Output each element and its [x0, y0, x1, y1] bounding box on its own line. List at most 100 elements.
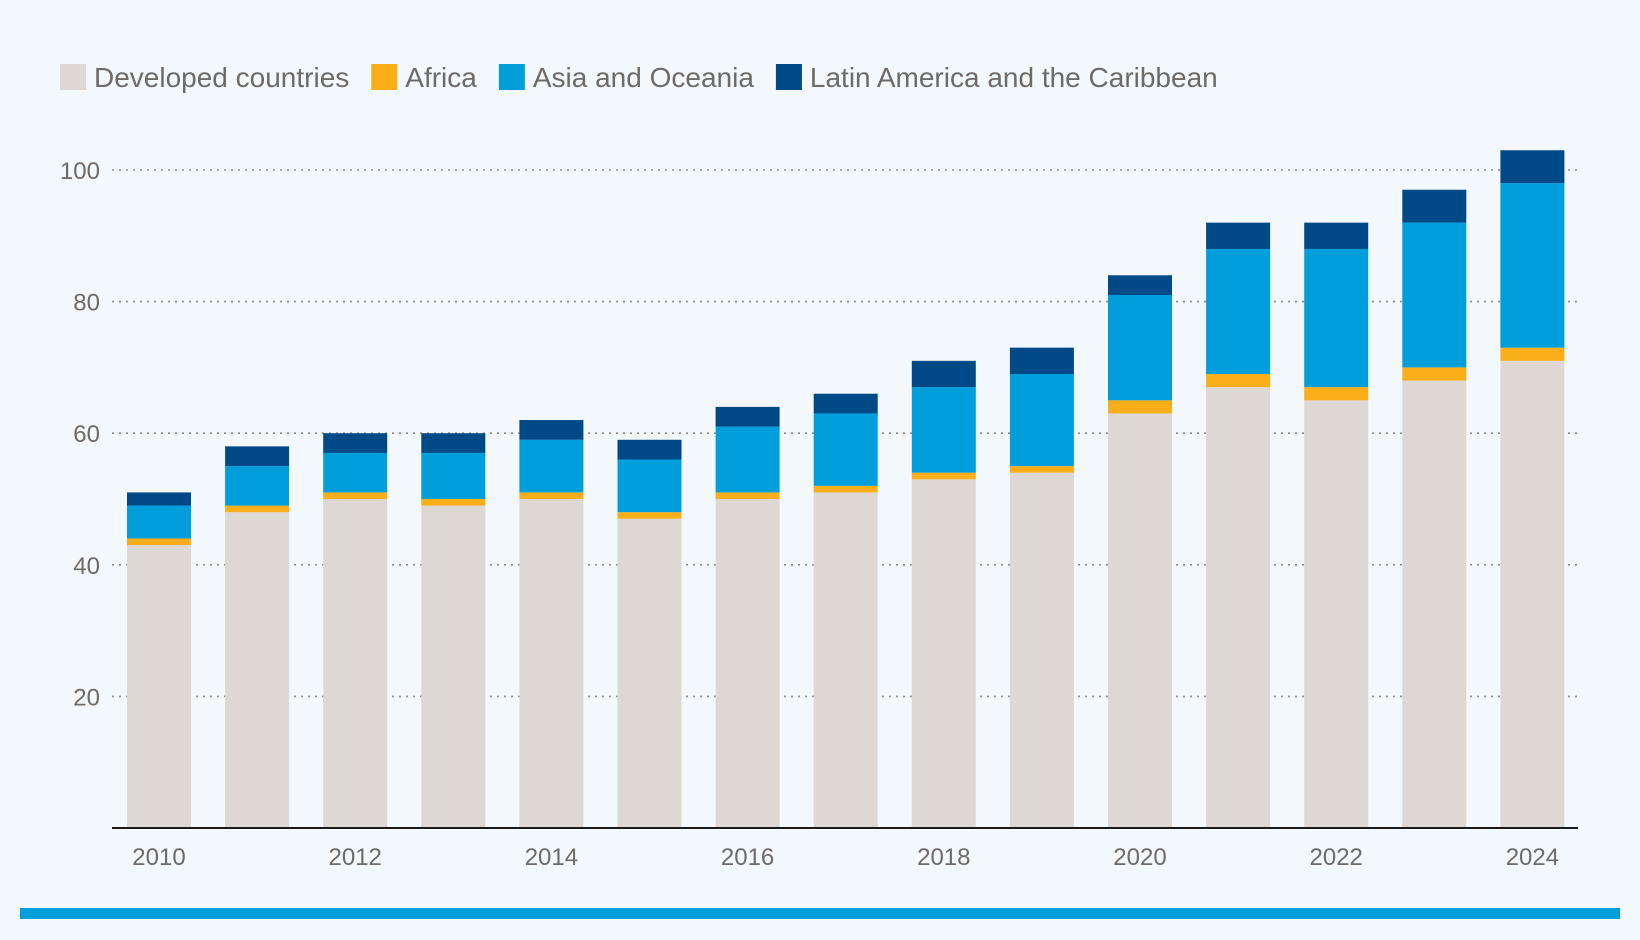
- legend-label: Latin America and the Caribbean: [810, 62, 1218, 93]
- y-tick-label: 40: [73, 553, 100, 580]
- bar-segment: [421, 499, 486, 506]
- bar-stack-2021: [1206, 222, 1271, 828]
- bar-stack-2018: [911, 360, 976, 828]
- bar-stack-2012: [323, 433, 388, 828]
- y-tick-label: 80: [73, 290, 100, 317]
- bar-stack-2010: [127, 492, 191, 828]
- bar-segment: [813, 393, 878, 414]
- legend-swatch: [498, 64, 525, 90]
- bar-segment: [421, 505, 486, 828]
- legend-label: Asia and Oceania: [533, 62, 754, 93]
- bar-segment: [127, 545, 191, 828]
- x-tick-label: 2016: [721, 844, 774, 871]
- bar-segment: [617, 439, 682, 460]
- bar-segment: [127, 538, 191, 546]
- x-axis-tick-labels: 2010 2012 2014 2016 2018 2020 2022 2024: [132, 844, 1559, 871]
- x-tick-label: 2018: [917, 844, 970, 871]
- bar-stack-2023: [1402, 189, 1467, 828]
- bar-segment: [1402, 380, 1467, 828]
- bar-segment: [1500, 150, 1565, 184]
- bar-segment: [519, 439, 584, 493]
- bar-segment: [911, 360, 976, 388]
- bar-segment: [1206, 222, 1271, 249]
- bar-segment: [519, 492, 584, 499]
- bar-segment: [911, 387, 976, 473]
- bar-segment: [225, 446, 290, 467]
- bar-stack-2016: [715, 406, 780, 828]
- bar-segment: [1206, 373, 1271, 388]
- bar-segment: [421, 433, 486, 453]
- bar-segment: [1304, 248, 1369, 388]
- bar-segment: [1500, 183, 1565, 348]
- bar-segment: [323, 433, 388, 453]
- bar-stack-2020: [1108, 275, 1172, 828]
- bar-stack-2019: [1009, 347, 1074, 828]
- footer-accent-bar: [20, 908, 1620, 919]
- bar-segment: [911, 479, 976, 828]
- bar-segment: [323, 499, 388, 828]
- bar-stack-2024: [1500, 150, 1565, 828]
- bar-segment: [323, 452, 388, 493]
- bar-segment: [1009, 472, 1074, 828]
- bar-segment: [519, 499, 584, 828]
- bar-segment: [1402, 367, 1467, 381]
- bar-stack-2013: [421, 433, 486, 828]
- x-tick-label: 2020: [1113, 844, 1166, 871]
- bar-segment: [127, 492, 191, 506]
- bar-segment: [1304, 222, 1369, 249]
- bar-segment: [1500, 360, 1565, 828]
- x-tick-label: 2014: [525, 844, 578, 871]
- y-tick-label: 20: [73, 684, 100, 711]
- x-tick-label: 2012: [329, 844, 382, 871]
- bar-segment: [1402, 189, 1467, 223]
- bar-stack-2014: [519, 420, 584, 828]
- chart-legend: Developed countries Africa Asia and Oceani…: [60, 62, 1218, 93]
- bar-segment: [1108, 295, 1172, 401]
- bar-segment: [1108, 400, 1172, 414]
- bar-segment: [911, 472, 976, 480]
- bar-segment: [715, 499, 780, 828]
- x-tick-label: 2024: [1506, 844, 1559, 871]
- bar-segment: [1500, 347, 1565, 361]
- legend-label: Africa: [405, 62, 477, 93]
- legend-swatch: [60, 64, 86, 90]
- bar-segment: [617, 518, 682, 828]
- bar-segment: [715, 406, 780, 427]
- y-tick-label: 100: [60, 158, 100, 185]
- bar-segment: [225, 505, 290, 513]
- y-tick-label: 60: [73, 421, 100, 448]
- chart-bars: [127, 150, 1565, 828]
- bar-segment: [421, 452, 486, 499]
- x-tick-label: 2010: [132, 844, 185, 871]
- bar-segment: [617, 512, 682, 519]
- y-axis-tick-labels: 20 40 60 80 100: [60, 158, 100, 711]
- bar-segment: [1304, 400, 1369, 828]
- legend-swatch: [371, 64, 398, 90]
- bar-segment: [1304, 387, 1369, 401]
- bar-segment: [813, 413, 878, 486]
- bar-segment: [1108, 413, 1172, 828]
- bar-segment: [519, 420, 584, 440]
- bar-segment: [127, 505, 191, 539]
- bar-stack-2015: [617, 439, 682, 828]
- legend-swatch: [775, 64, 802, 90]
- legend-label: Developed countries: [94, 62, 349, 93]
- bar-segment: [1108, 275, 1172, 296]
- bar-segment: [715, 426, 780, 493]
- bar-segment: [1402, 222, 1467, 368]
- bar-segment: [323, 492, 388, 499]
- bar-segment: [1009, 373, 1074, 467]
- bar-stack-2017: [813, 393, 878, 828]
- bar-segment: [225, 466, 290, 506]
- x-tick-label: 2022: [1310, 844, 1363, 871]
- bar-segment: [813, 492, 878, 828]
- bar-segment: [225, 512, 290, 828]
- bar-segment: [1009, 466, 1074, 473]
- bar-segment: [1206, 248, 1271, 374]
- bar-segment: [1009, 347, 1074, 374]
- bar-stack-2011: [225, 446, 290, 828]
- bar-segment: [813, 485, 878, 493]
- bar-stack-2022: [1304, 222, 1369, 828]
- bar-segment: [715, 492, 780, 499]
